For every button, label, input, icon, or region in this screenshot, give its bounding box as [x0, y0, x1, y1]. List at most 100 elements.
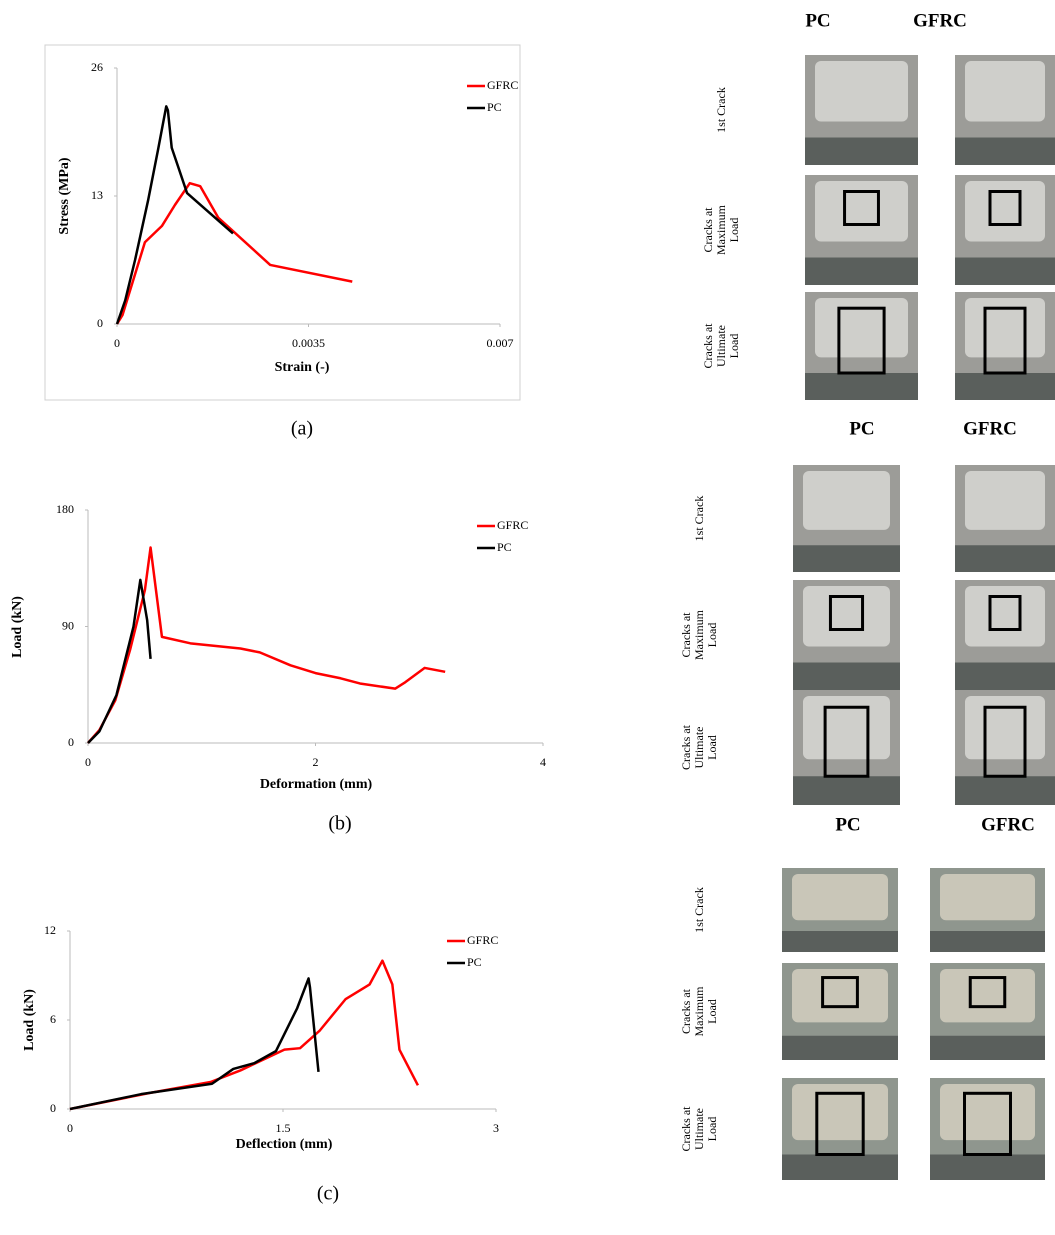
row-label-line: Load	[727, 334, 741, 359]
row-label: Cracks atMaximumLoad	[701, 204, 741, 255]
row-label-line: Maximum	[692, 986, 706, 1037]
row-label-line: Maximum	[692, 609, 706, 660]
row-label-line: Load	[705, 623, 719, 648]
specimen-photo-base	[930, 931, 1045, 952]
specimen-photo-highlight	[940, 874, 1035, 920]
row-label-line: Cracks at	[701, 207, 715, 253]
specimen-photo-base	[793, 663, 900, 691]
series-line	[117, 183, 352, 324]
legend-label: GFRC	[467, 933, 498, 947]
row-label: Cracks atMaximumLoad	[679, 609, 719, 660]
row-label-line: Cracks at	[679, 988, 693, 1034]
column-header: GFRC	[981, 814, 1035, 835]
specimen-photo-base	[955, 663, 1055, 691]
column-header: GFRC	[913, 10, 967, 31]
row-label: 1st Crack	[692, 887, 706, 933]
series-line	[70, 978, 319, 1109]
specimen-photo-base	[930, 1036, 1045, 1060]
x-tick-label: 0	[67, 1121, 73, 1135]
row-label-line: Load	[705, 999, 719, 1024]
specimen-photo-base	[955, 776, 1055, 805]
row-label-line: Load	[705, 735, 719, 760]
specimen-photo-highlight	[803, 696, 890, 759]
caption: (a)	[291, 418, 313, 440]
specimen-photo-base	[805, 373, 918, 400]
row-label: 1st Crack	[714, 87, 728, 133]
specimen-photo-base	[930, 1155, 1045, 1181]
x-axis-title: Deflection (mm)	[236, 1137, 333, 1152]
specimen-photo-highlight	[815, 61, 908, 122]
row-label: Cracks atUltimateLoad	[679, 1106, 719, 1152]
specimen-photo-base	[793, 776, 900, 805]
specimen-photo-base	[782, 1155, 898, 1181]
x-tick-label: 0	[114, 336, 120, 350]
row-label-line: Load	[727, 218, 741, 243]
specimen-photo-highlight	[965, 696, 1045, 759]
row-label-line: Ultimate	[692, 727, 706, 769]
row-label-line: 1st Crack	[714, 87, 728, 133]
y-tick-label: 0	[97, 316, 103, 330]
series-line	[70, 961, 418, 1109]
x-tick-label: 4	[540, 755, 546, 769]
legend-label: PC	[467, 955, 482, 969]
y-tick-label: 13	[91, 188, 103, 202]
row-label-line: Cracks at	[679, 1106, 693, 1152]
x-axis-title: Strain (-)	[275, 360, 330, 375]
specimen-photo-base	[793, 545, 900, 572]
row-label-line: Maximum	[714, 204, 728, 255]
y-tick-label: 180	[56, 502, 74, 516]
column-header: PC	[805, 10, 830, 31]
row-label-line: Load	[705, 1117, 719, 1142]
column-header: GFRC	[963, 418, 1017, 439]
y-tick-label: 12	[44, 923, 56, 937]
row-label: 1st Crack	[692, 496, 706, 542]
specimen-photo-base	[955, 373, 1055, 400]
specimen-photo-base	[955, 258, 1055, 286]
row-label: Cracks atUltimateLoad	[701, 323, 741, 369]
row-label: Cracks atUltimateLoad	[679, 724, 719, 770]
row-label-line: 1st Crack	[692, 496, 706, 542]
x-tick-label: 2	[313, 755, 319, 769]
caption: (b)	[328, 813, 351, 835]
legend-label: PC	[487, 100, 502, 114]
x-tick-label: 0	[85, 755, 91, 769]
x-tick-label: 1.5	[276, 1121, 291, 1135]
specimen-photo-base	[782, 931, 898, 952]
specimen-photo-base	[805, 258, 918, 286]
figure: 00.00350.00701326Strain (-)Stress (MPa)(…	[0, 0, 1055, 1235]
y-tick-label: 0	[50, 1101, 56, 1115]
y-axis-title: Load (kN)	[22, 989, 37, 1051]
y-tick-label: 6	[50, 1012, 56, 1026]
specimen-photo-base	[782, 1036, 898, 1060]
legend-label: GFRC	[497, 518, 528, 532]
y-axis-title: Stress (MPa)	[57, 157, 72, 234]
specimen-photo-highlight	[965, 61, 1045, 122]
row-label-line: Ultimate	[692, 1108, 706, 1150]
caption: (c)	[317, 1183, 339, 1205]
specimen-photo-base	[805, 138, 918, 166]
specimen-photo-highlight	[965, 471, 1045, 530]
y-axis-title: Load (kN)	[10, 596, 25, 658]
row-label-line: Cracks at	[701, 323, 715, 369]
legend-label: PC	[497, 540, 512, 554]
x-tick-label: 0.0035	[292, 336, 325, 350]
row-label-line: 1st Crack	[692, 887, 706, 933]
x-tick-label: 0.007	[487, 336, 514, 350]
row-label-line: Cracks at	[679, 612, 693, 658]
specimen-photo-highlight	[792, 874, 888, 920]
row-label-line: Ultimate	[714, 325, 728, 367]
row-label: Cracks atMaximumLoad	[679, 986, 719, 1037]
row-label-line: Cracks at	[679, 724, 693, 770]
x-axis-title: Deformation (mm)	[260, 777, 373, 792]
specimen-photo-base	[955, 545, 1055, 572]
specimen-photo-highlight	[803, 471, 890, 530]
column-header: PC	[835, 814, 860, 835]
specimen-photo-base	[955, 138, 1055, 166]
series-line	[88, 548, 445, 743]
x-tick-label: 3	[493, 1121, 499, 1135]
y-tick-label: 26	[91, 60, 103, 74]
y-tick-label: 90	[62, 618, 74, 632]
y-tick-label: 0	[68, 735, 74, 749]
column-header: PC	[849, 418, 874, 439]
legend-label: GFRC	[487, 78, 518, 92]
